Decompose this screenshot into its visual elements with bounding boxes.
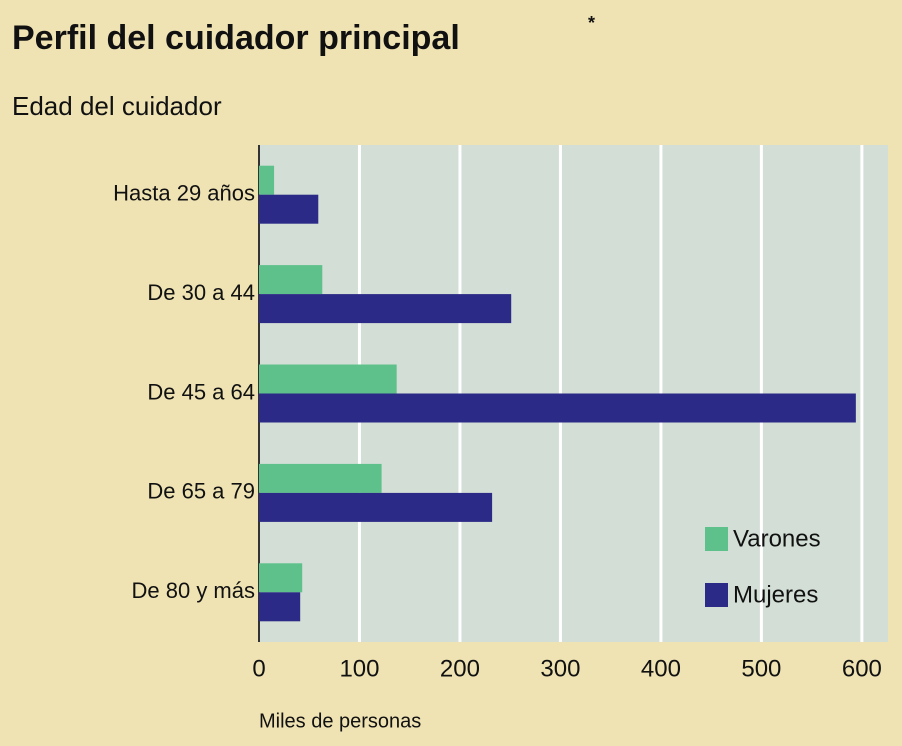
bar xyxy=(259,265,323,295)
x-tick-label: 400 xyxy=(641,655,681,682)
legend-label: Mujeres xyxy=(733,581,818,608)
x-tick-label: 200 xyxy=(440,655,480,682)
x-tick-label: 600 xyxy=(842,655,882,682)
bar xyxy=(259,165,275,195)
x-tick-label: 300 xyxy=(540,655,580,682)
y-tick-label: De 80 y más xyxy=(132,578,256,603)
chart-subtitle: Edad del cuidador xyxy=(12,91,222,121)
bar xyxy=(259,592,301,622)
x-tick-label: 500 xyxy=(741,655,781,682)
y-tick-label: De 30 a 44 xyxy=(147,280,255,305)
bar xyxy=(259,294,512,324)
y-tick-label: De 65 a 79 xyxy=(147,479,255,504)
y-tick-label: Hasta 29 años xyxy=(113,181,255,206)
x-tick-label: 0 xyxy=(252,655,265,682)
x-axis-label: Miles de personas xyxy=(259,710,421,732)
bar xyxy=(259,364,397,394)
bar xyxy=(259,194,319,224)
bar xyxy=(259,492,493,522)
bar xyxy=(259,463,382,493)
legend-label: Varones xyxy=(733,525,821,552)
bar xyxy=(259,393,856,423)
x-tick-label: 100 xyxy=(339,655,379,682)
chart-title: Perfil del cuidador principal xyxy=(12,19,460,57)
legend-swatch xyxy=(705,527,728,551)
y-tick-label: De 45 a 64 xyxy=(147,379,255,404)
title-note: * xyxy=(588,13,595,33)
legend-swatch xyxy=(705,583,728,607)
bar xyxy=(259,563,303,593)
